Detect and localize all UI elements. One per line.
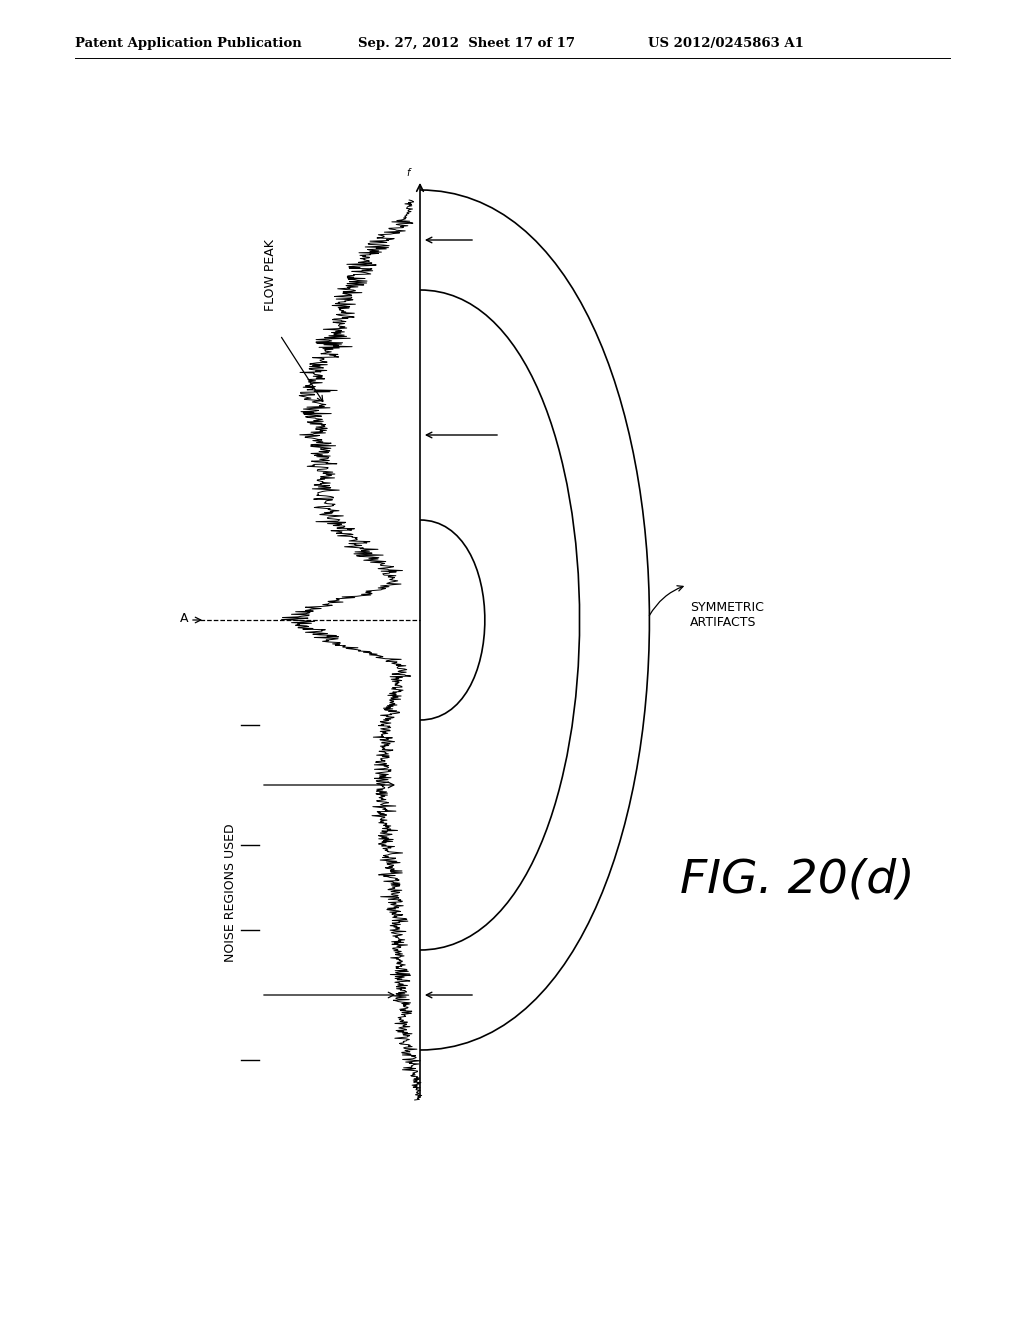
Text: NOISE REGIONS USED: NOISE REGIONS USED (223, 824, 237, 962)
Text: US 2012/0245863 A1: US 2012/0245863 A1 (648, 37, 804, 50)
Text: Patent Application Publication: Patent Application Publication (75, 37, 302, 50)
Text: FIG. 20(d): FIG. 20(d) (680, 858, 914, 903)
Text: FLOW PEAK: FLOW PEAK (263, 239, 276, 312)
Text: f: f (407, 168, 410, 178)
Text: Sep. 27, 2012  Sheet 17 of 17: Sep. 27, 2012 Sheet 17 of 17 (358, 37, 575, 50)
Text: SYMMETRIC
ARTIFACTS: SYMMETRIC ARTIFACTS (690, 601, 764, 630)
Text: A: A (179, 611, 188, 624)
